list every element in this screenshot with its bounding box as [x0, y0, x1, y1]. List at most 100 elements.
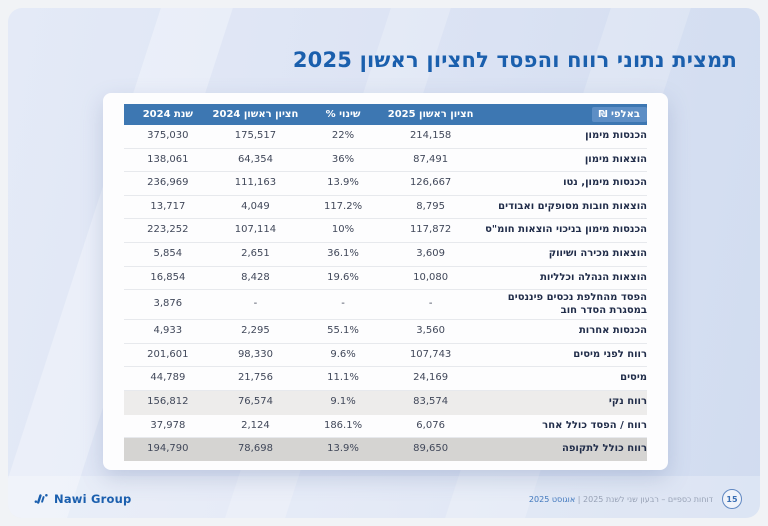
cell-change-pct: 186.1% [323, 419, 363, 431]
cell-h1-2025: 3,609 [416, 248, 445, 260]
cell-change-pct: 11.1% [327, 372, 359, 384]
company-logo: Nawi Group [34, 491, 131, 507]
cell-h1-2024: 76,574 [237, 395, 273, 407]
cell-year-2024: 156,812 [147, 395, 189, 407]
cell-year-2024: 16,854 [150, 271, 186, 283]
row-label: מיסים [620, 372, 647, 384]
table-row: הוצאות מכירה ושיווק 3,609 36.1% 2,651 5,… [124, 243, 647, 267]
cell-year-2024: 223,252 [147, 224, 189, 236]
cell-h1-2024: 64,354 [237, 153, 273, 165]
cell-change-pct: 19.6% [327, 271, 359, 283]
cell-h1-2025: 89,650 [413, 443, 449, 455]
row-label: רווח / הפסד כולל אחר [542, 419, 647, 431]
row-label: רווח נקי [608, 395, 647, 407]
cell-h1-2024: 111,163 [234, 177, 277, 189]
page-title: תמצית נתוני רווח והפסד לחציון ראשון 2025 [292, 48, 737, 72]
row-label: הוצאות הנהלה וכלליות [540, 271, 647, 283]
page-number-badge: 15 [722, 489, 742, 509]
cell-h1-2024: - [253, 298, 258, 310]
table-row: הכנסות אחרות 3,560 55.1% 2,295 4,933 [124, 320, 647, 344]
cell-change-pct: 9.1% [330, 395, 356, 407]
row-label: הוצאות מכירה ושיווק [548, 248, 647, 260]
cell-year-2024: 13,717 [150, 200, 186, 212]
table-row: הכנסות מימון בניכוי הוצאות חומ"ס 117,872… [124, 219, 647, 243]
table-row: רווח כולל לתקופה 89,650 13.9% 78,698 194… [124, 438, 647, 461]
cell-h1-2025: 3,560 [416, 325, 445, 337]
cell-year-2024: 44,789 [150, 372, 186, 384]
table-row: הוצאות הנהלה וכלליות 10,080 19.6% 8,428 … [124, 267, 647, 291]
row-label: הכנסות מימון בניכוי הוצאות חומ"ס [485, 224, 647, 236]
cell-h1-2024: 21,756 [237, 372, 273, 384]
cell-h1-2024: 2,124 [241, 419, 270, 431]
cell-h1-2024: 175,517 [234, 130, 277, 142]
cell-year-2024: 37,978 [150, 419, 186, 431]
header-change-pct: שינוי % [325, 109, 361, 120]
row-label: הוצאות חובות מסופקים ואבודים [498, 200, 647, 212]
cell-h1-2024: 78,698 [237, 443, 273, 455]
cell-change-pct: 117.2% [323, 200, 363, 212]
cell-change-pct: 10% [331, 224, 355, 236]
cell-change-pct: 13.9% [327, 443, 359, 455]
cell-h1-2025: - [428, 298, 433, 310]
row-label: הוצאות מימון [584, 153, 647, 165]
table-row: הוצאות חובות מסופקים ואבודים 8,795 117.2… [124, 196, 647, 220]
cell-h1-2025: 24,169 [413, 372, 449, 384]
row-label: הכנסות מימון [585, 130, 647, 142]
cell-h1-2025: 126,667 [409, 177, 452, 189]
cell-year-2024: 236,969 [147, 177, 189, 189]
row-label: הכנסות מימון, נטו [563, 177, 647, 189]
cell-change-pct: 9.6% [330, 348, 356, 360]
cell-h1-2024: 8,428 [241, 271, 270, 283]
cell-h1-2024: 107,114 [234, 224, 277, 236]
nawi-logo-icon [34, 493, 48, 504]
cell-change-pct: 13.9% [327, 177, 359, 189]
cell-year-2024: 5,854 [153, 248, 183, 260]
cell-year-2024: 201,601 [147, 348, 189, 360]
table-header: באלפי ₪ חציון ראשון 2025 שינוי % חציון ר… [124, 104, 647, 125]
table-row: הכנסות מימון 214,158 22% 175,517 375,030 [124, 125, 647, 149]
cell-h1-2024: 4,049 [241, 200, 270, 212]
table-row: מיסים 24,169 11.1% 21,756 44,789 [124, 367, 647, 391]
cell-h1-2025: 10,080 [413, 271, 449, 283]
table-row: רווח נקי 83,574 9.1% 76,574 156,812 [124, 390, 647, 415]
cell-h1-2024: 2,651 [241, 248, 270, 260]
table-row: רווח / הפסד כולל אחר 6,076 186.1% 2,124 … [124, 415, 647, 439]
report-label: דוחות כספיים – רבעון שני לשנת 2025 | [577, 494, 713, 504]
table-row: הוצאות מימון 87,491 36% 64,354 138,061 [124, 149, 647, 173]
cell-year-2024: 138,061 [147, 153, 189, 165]
cell-year-2024: 4,933 [153, 325, 183, 337]
table-body: הכנסות מימון 214,158 22% 175,517 375,030… [124, 125, 647, 461]
cell-h1-2025: 117,872 [409, 224, 452, 236]
report-date: אוגוסט 2025 [528, 494, 576, 504]
slide: תמצית נתוני רווח והפסד לחציון ראשון 2025… [8, 8, 760, 518]
cell-h1-2024: 98,330 [237, 348, 273, 360]
cell-h1-2025: 8,795 [416, 200, 445, 212]
row-label: הכנסות אחרות [578, 325, 647, 337]
logo-text: Nawi Group [54, 492, 132, 506]
cell-change-pct: 22% [331, 130, 355, 142]
footer-right: דוחות כספיים – רבעון שני לשנת 2025 | אוג… [529, 489, 742, 509]
cell-change-pct: 36.1% [327, 248, 359, 260]
header-unit-cell: באלפי ₪ [474, 107, 647, 122]
row-label: רווח לפני מיסים [573, 348, 647, 360]
row-label: הפסד מהחלפת נכסים פיננסים במסגרת הסדר חו… [507, 292, 647, 316]
cell-year-2024: 194,790 [147, 443, 189, 455]
cell-h1-2025: 83,574 [413, 395, 449, 407]
header-h1-2024: חציון ראשון 2024 [212, 109, 299, 120]
cell-year-2024: 375,030 [147, 130, 189, 142]
table-row: רווח לפני מיסים 107,743 9.6% 98,330 201,… [124, 344, 647, 368]
table-card: באלפי ₪ חציון ראשון 2025 שינוי % חציון ר… [103, 93, 668, 470]
header-year-2024: שנת 2024 [142, 109, 193, 120]
cell-h1-2025: 214,158 [409, 130, 452, 142]
table-row: הכנסות מימון, נטו 126,667 13.9% 111,163 … [124, 172, 647, 196]
row-label: רווח כולל לתקופה [561, 443, 647, 455]
cell-h1-2025: 87,491 [413, 153, 449, 165]
cell-h1-2025: 6,076 [416, 419, 445, 431]
header-h1-2025: חציון ראשון 2025 [387, 109, 474, 120]
cell-year-2024: 3,876 [153, 298, 183, 310]
report-caption: דוחות כספיים – רבעון שני לשנת 2025 | אוג… [529, 495, 713, 504]
cell-change-pct: - [341, 298, 345, 310]
footer: Nawi Group דוחות כספיים – רבעון שני לשנת… [8, 481, 760, 511]
cell-change-pct: 36% [331, 153, 355, 165]
cell-change-pct: 55.1% [327, 325, 359, 337]
